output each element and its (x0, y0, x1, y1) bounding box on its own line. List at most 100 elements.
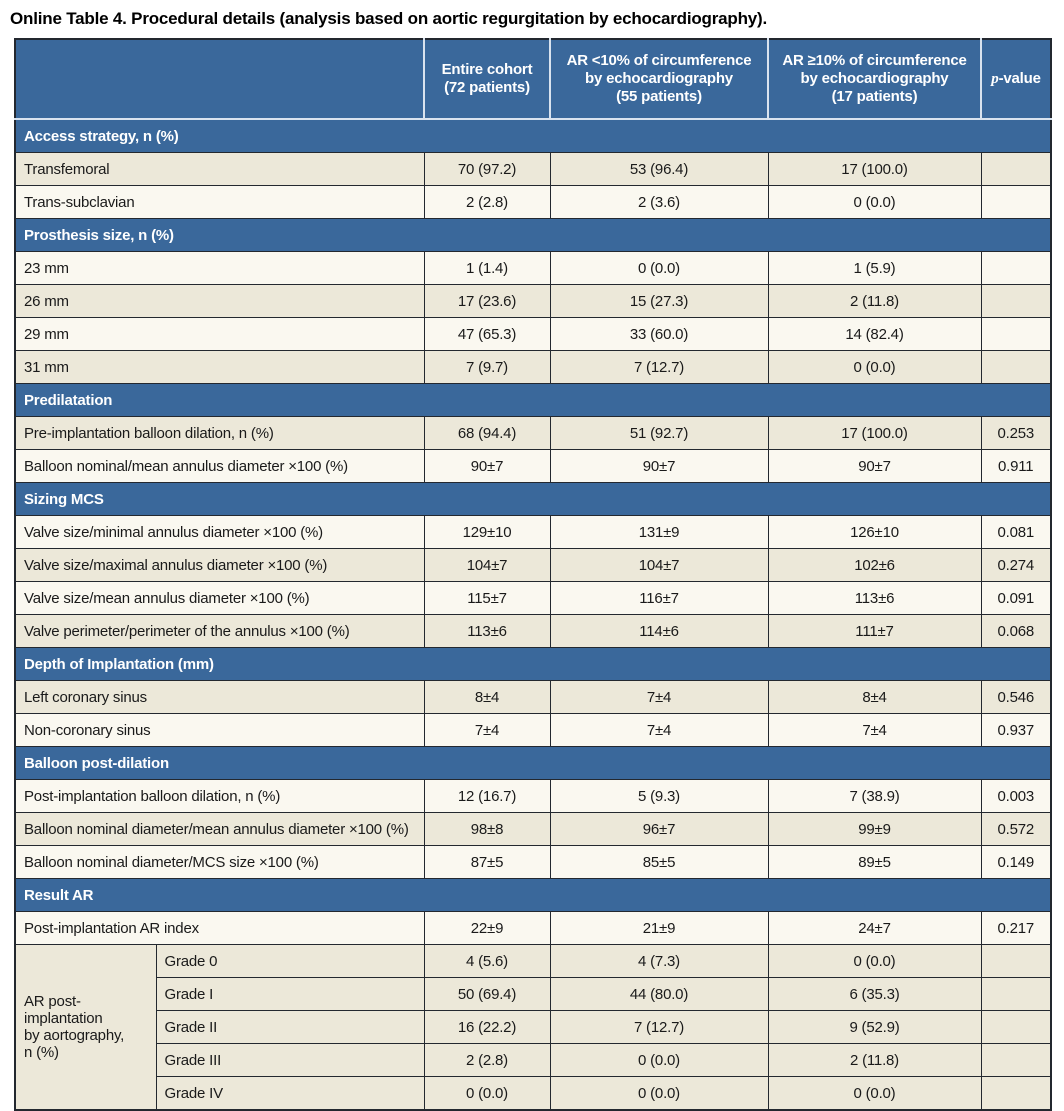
p-value-cell (980, 977, 1052, 1011)
value-cell: 126±10 (767, 515, 982, 549)
row-label: Post-implantation balloon dilation, n (%… (14, 779, 425, 813)
p-value-cell: 0.253 (980, 416, 1052, 450)
table-row: Grade II 16 (22.2) 7 (12.7) 9 (52.9) (15, 1010, 1052, 1044)
value-cell: 2 (3.6) (549, 185, 769, 219)
value-cell: 7±4 (549, 680, 769, 714)
p-value-cell (980, 1043, 1052, 1077)
p-value-cell: 0.081 (980, 515, 1052, 549)
value-cell: 44 (80.0) (549, 977, 769, 1011)
value-cell: 17 (23.6) (423, 284, 551, 318)
value-cell: 7±4 (423, 713, 551, 747)
value-cell: 98±8 (423, 812, 551, 846)
row-label: Balloon nominal diameter/MCS size ×100 (… (14, 845, 425, 879)
table-header: Entire cohort (72 patients) AR <10% of cir… (15, 39, 1051, 120)
row-label: Valve size/mean annulus diameter ×100 (%… (14, 581, 425, 615)
section-header-row: Depth of Implantation (mm) (15, 647, 1051, 681)
table-row: Grade I 50 (69.4) 44 (80.0) 6 (35.3) (15, 977, 1052, 1011)
value-cell: 17 (100.0) (767, 416, 982, 450)
row-label: Grade 0 (155, 944, 425, 978)
value-cell: 7±4 (549, 713, 769, 747)
row-label: Grade I (155, 977, 425, 1011)
row-label: Grade IV (155, 1076, 425, 1111)
header-cell-ar-ge10: AR ≥10% of circumference by echocardiogra… (768, 39, 982, 120)
table-row: Valve size/mean annulus diameter ×100 (%… (14, 581, 1052, 615)
value-cell: 50 (69.4) (423, 977, 551, 1011)
table-row: Post-implantation balloon dilation, n (%… (14, 779, 1052, 813)
value-cell: 131±9 (549, 515, 769, 549)
table-row: 23 mm 1 (1.4) 0 (0.0) 1 (5.9) (14, 251, 1052, 285)
row-label: Balloon nominal/mean annulus diameter ×1… (14, 449, 425, 483)
value-cell: 0 (0.0) (423, 1076, 551, 1111)
header-cell-entire-cohort: Entire cohort (72 patients) (424, 39, 551, 120)
value-cell: 102±6 (767, 548, 982, 582)
section-header-row: Sizing MCS (15, 482, 1051, 516)
value-cell: 7 (9.7) (423, 350, 551, 384)
row-label: Post-implantation AR index (14, 911, 425, 945)
value-cell: 129±10 (423, 515, 551, 549)
value-cell: 22±9 (423, 911, 551, 945)
table-row: Balloon nominal diameter/mean annulus di… (14, 812, 1052, 846)
section-header-label: Sizing MCS (15, 482, 1051, 516)
value-cell: 12 (16.7) (423, 779, 551, 813)
value-cell: 8±4 (767, 680, 982, 714)
value-cell: 33 (60.0) (549, 317, 769, 351)
row-label: Non-coronary sinus (14, 713, 425, 747)
value-cell: 2 (2.8) (423, 185, 551, 219)
value-cell: 90±7 (423, 449, 551, 483)
value-cell: 6 (35.3) (767, 977, 982, 1011)
section-header-label: Prosthesis size, n (%) (15, 218, 1051, 252)
table-row: Valve size/minimal annulus diameter ×100… (14, 515, 1052, 549)
value-cell: 104±7 (549, 548, 769, 582)
p-value-cell (980, 185, 1052, 219)
table-row: Balloon nominal diameter/MCS size ×100 (… (14, 845, 1052, 879)
value-cell: 4 (7.3) (549, 944, 769, 978)
value-cell: 114±6 (549, 614, 769, 648)
value-cell: 0 (0.0) (767, 1076, 982, 1111)
section-header-row: Result AR (15, 878, 1051, 912)
section-header-label: Balloon post-dilation (15, 746, 1051, 780)
row-label: Valve size/minimal annulus diameter ×100… (14, 515, 425, 549)
value-cell: 4 (5.6) (423, 944, 551, 978)
value-cell: 2 (2.8) (423, 1043, 551, 1077)
value-cell: 7 (38.9) (767, 779, 982, 813)
header-cell-p-value: p-value (981, 39, 1051, 120)
p-value-cell: 0.911 (980, 449, 1052, 483)
section-header-label: Result AR (15, 878, 1051, 912)
table-row: Grade III 2 (2.8) 0 (0.0) 2 (11.8) (15, 1043, 1052, 1077)
section-header-label: Access strategy, n (%) (15, 118, 1051, 153)
value-cell: 14 (82.4) (767, 317, 982, 351)
header-cell-rowlabels-empty (15, 39, 425, 120)
value-cell: 53 (96.4) (549, 152, 769, 186)
header-row: Entire cohort (72 patients) AR <10% of cir… (15, 39, 1051, 120)
p-value-cell (980, 284, 1052, 318)
value-cell: 5 (9.3) (549, 779, 769, 813)
p-value-cell: 0.572 (980, 812, 1052, 846)
p-value-cell (980, 944, 1052, 978)
value-cell: 116±7 (549, 581, 769, 615)
value-cell: 104±7 (423, 548, 551, 582)
p-value-cell (980, 1076, 1052, 1111)
table-row: Trans-subclavian 2 (2.8) 2 (3.6) 0 (0.0) (14, 185, 1052, 219)
value-cell: 99±9 (767, 812, 982, 846)
value-cell: 2 (11.8) (767, 284, 982, 318)
value-cell: 16 (22.2) (423, 1010, 551, 1044)
table-row: Valve perimeter/perimeter of the annulus… (14, 614, 1052, 648)
value-cell: 7±4 (767, 713, 982, 747)
procedural-details-table: Entire cohort (72 patients) AR <10% of cir… (14, 38, 1052, 1111)
value-cell: 17 (100.0) (767, 152, 982, 186)
section-header-row: Predilatation (15, 383, 1051, 417)
value-cell: 0 (0.0) (767, 185, 982, 219)
row-label: Trans-subclavian (14, 185, 425, 219)
value-cell: 96±7 (549, 812, 769, 846)
header-cell-ar-lt10: AR <10% of circumference by echocardiogra… (550, 39, 769, 120)
value-cell: 113±6 (767, 581, 982, 615)
p-value-cell: 0.546 (980, 680, 1052, 714)
value-cell: 90±7 (767, 449, 982, 483)
row-label: Grade III (155, 1043, 425, 1077)
value-cell: 47 (65.3) (423, 317, 551, 351)
section-header-label: Predilatation (15, 383, 1051, 417)
row-label: 31 mm (14, 350, 425, 384)
section-header-row: Access strategy, n (%) (15, 118, 1051, 153)
p-value-cell: 0.217 (980, 911, 1052, 945)
table-row: 26 mm 17 (23.6) 15 (27.3) 2 (11.8) (14, 284, 1052, 318)
